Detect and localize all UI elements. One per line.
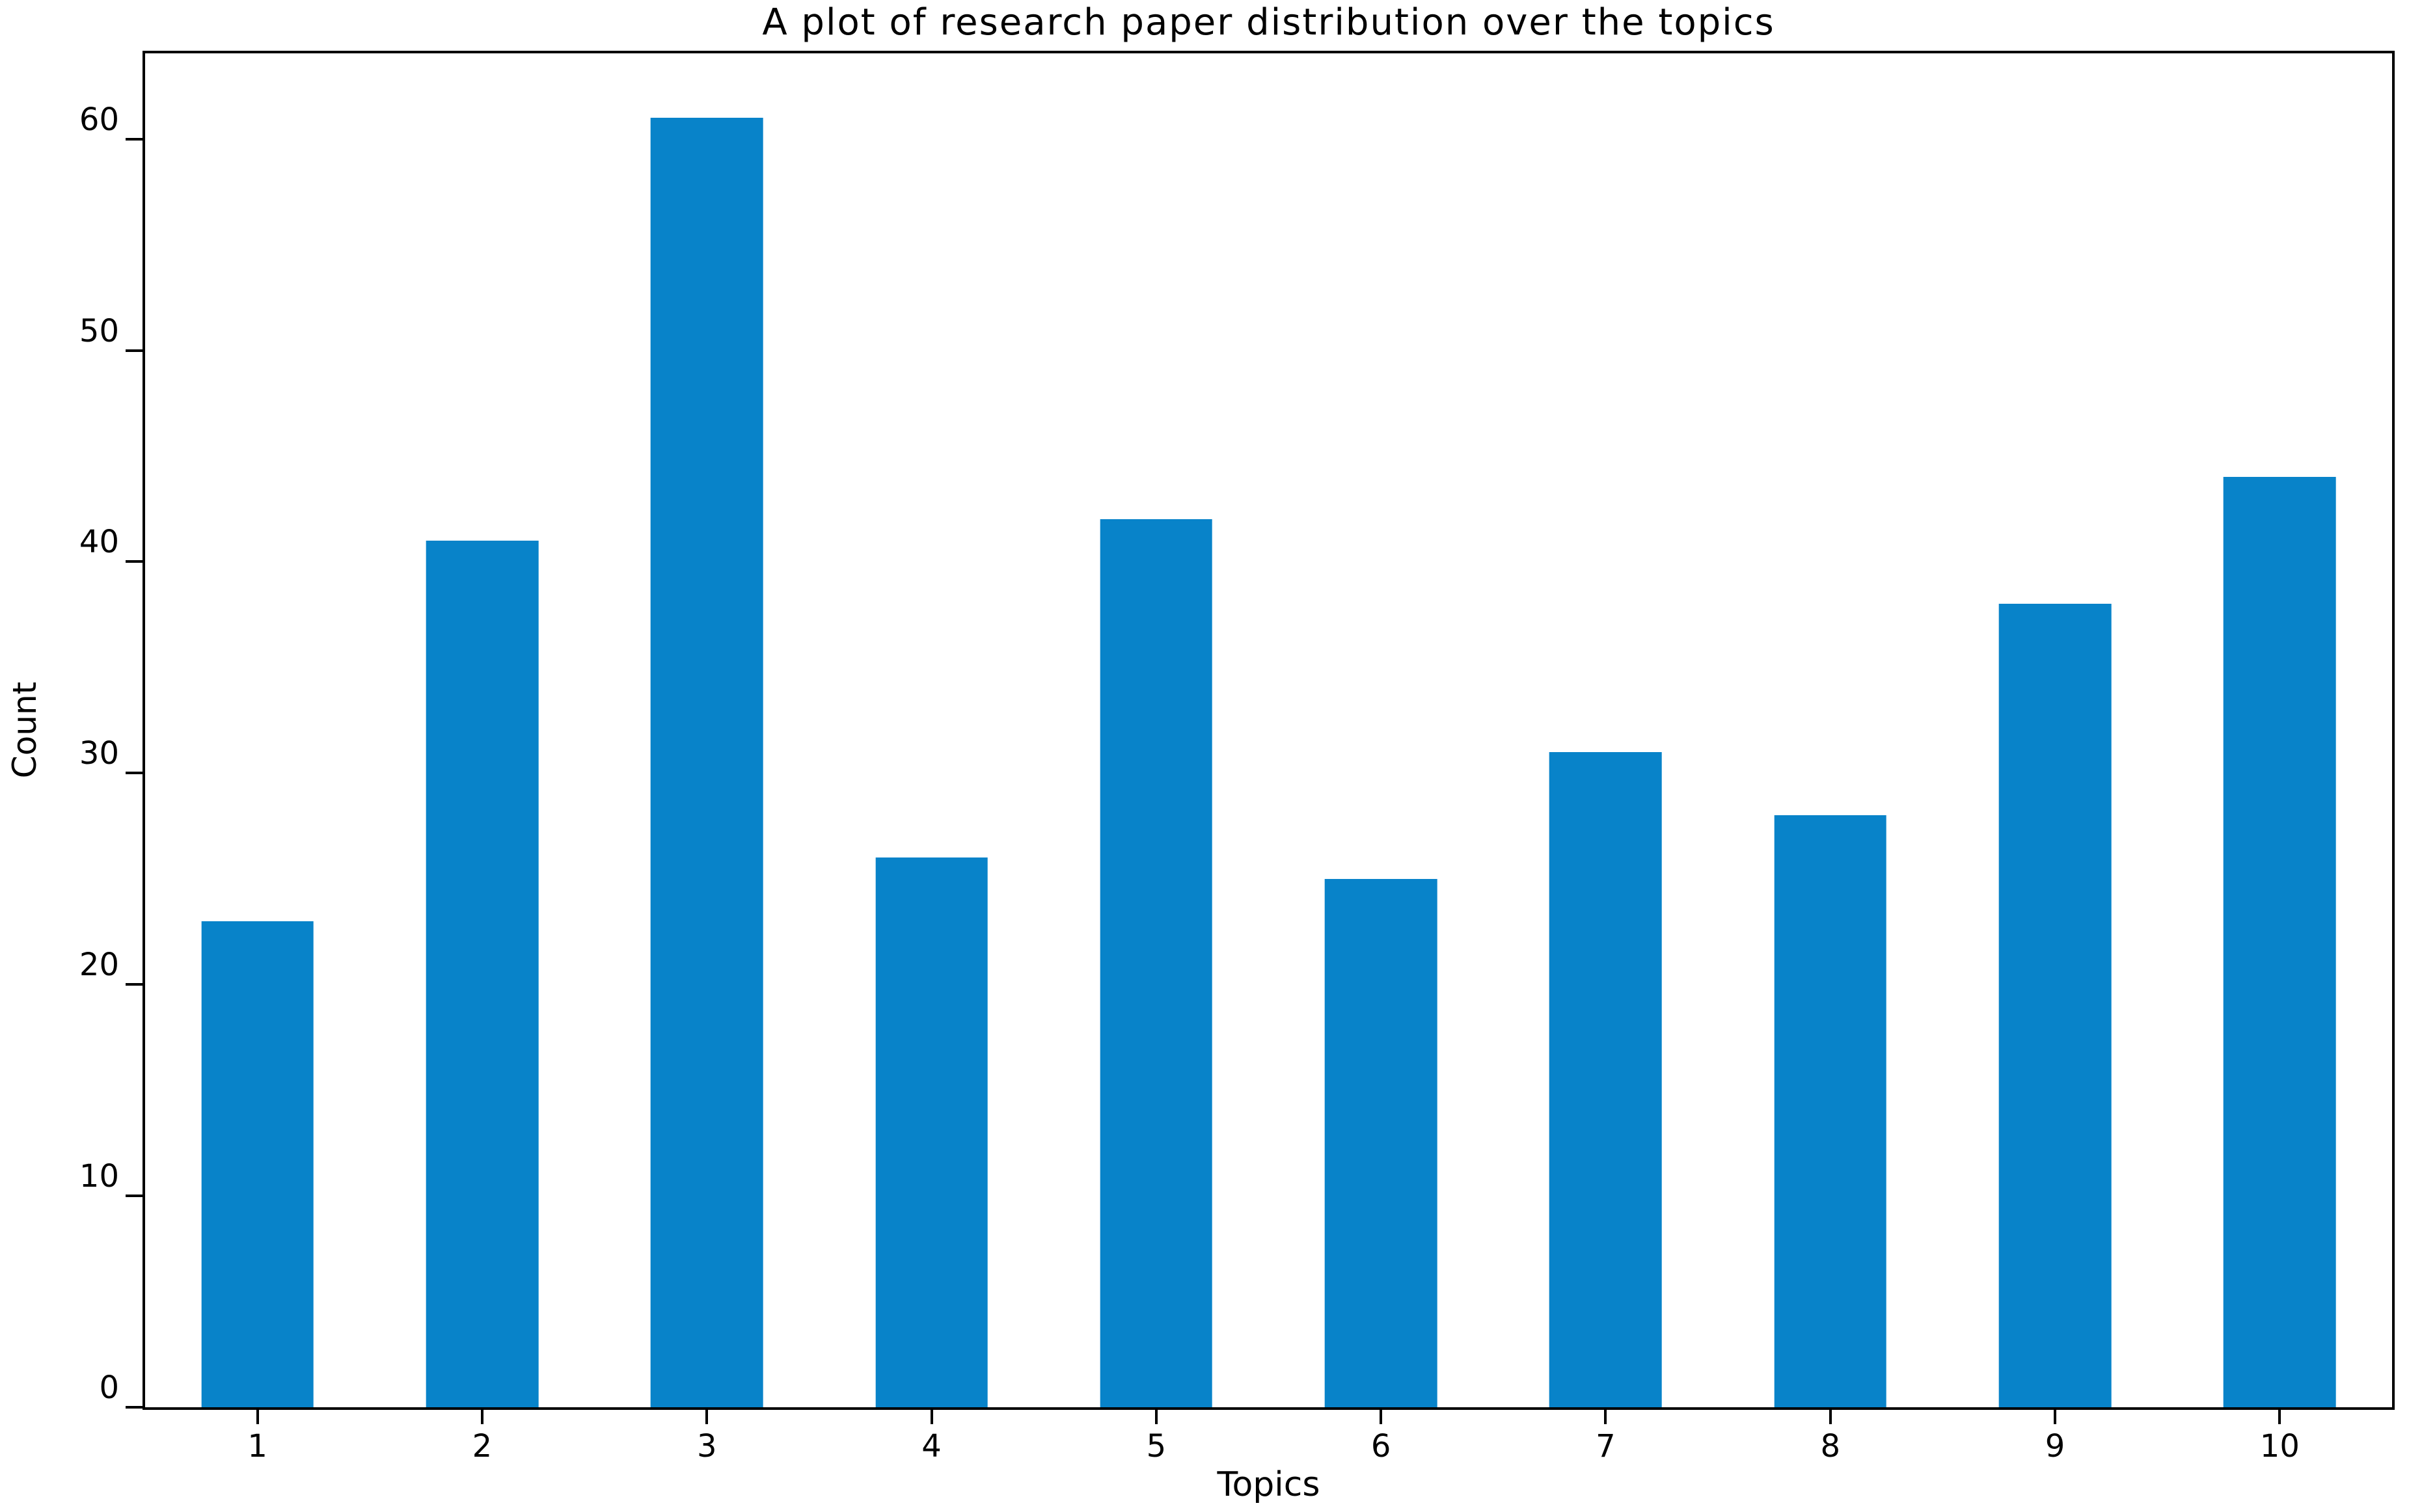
plot-area: 1 2 3 4 5 6 7 8 9 10 0 10 20 30 40 50 60 [79,51,2395,1465]
bar-topic-4 [875,857,988,1407]
y-tick-label: 30 [79,735,119,772]
bar-topic-1 [201,921,314,1407]
x-tick-mark [1154,1407,1158,1424]
x-tick-label: 4 [921,1428,942,1465]
y-tick-mark [126,983,143,986]
x-tick-mark [256,1407,259,1424]
x-tick-label: 9 [2045,1428,2065,1465]
x-tick-mark [930,1407,933,1424]
x-tick-mark [1380,1407,1383,1424]
bar-topic-7 [1549,751,1662,1407]
y-tick-label: 60 [79,101,119,138]
y-tick-mark [126,137,143,141]
bar-topic-8 [1774,815,1887,1407]
y-tick-label: 10 [79,1158,119,1195]
y-tick-label: 40 [79,524,119,561]
bar-topic-10 [2224,477,2336,1407]
x-tick-label: 2 [472,1428,493,1465]
chart-title: A plot of research paper distribution ov… [762,1,1775,44]
x-tick-label: 10 [2259,1428,2300,1465]
y-tick-label: 20 [79,947,119,984]
bar-topic-9 [1998,604,2112,1407]
y-tick-mark [126,1195,143,1198]
x-tick-mark [1604,1407,1607,1424]
y-tick-label: 50 [79,312,119,349]
y-tick-mark [126,560,143,563]
y-tick-mark [126,772,143,775]
bar-topic-3 [650,118,763,1407]
x-tick-label: 1 [247,1428,267,1465]
y-tick-label: 0 [99,1370,119,1406]
x-tick-label: 3 [696,1428,717,1465]
x-tick-mark [705,1407,709,1424]
y-tick-mark [126,1406,143,1409]
x-tick-mark [2278,1407,2281,1424]
x-tick-mark [480,1407,483,1424]
x-tick-label: 6 [1370,1428,1391,1465]
x-tick-label: 7 [1596,1428,1616,1465]
x-tick-label: 8 [1820,1428,1841,1465]
x-tick-mark [1829,1407,1832,1424]
x-tick-label: 5 [1146,1428,1167,1465]
bar-topic-6 [1324,878,1437,1407]
bar-topic-2 [426,540,539,1407]
x-tick-mark [2054,1407,2057,1424]
x-axis-label: Topics [1217,1465,1320,1504]
y-tick-mark [126,349,143,352]
bar-topic-5 [1100,519,1213,1407]
